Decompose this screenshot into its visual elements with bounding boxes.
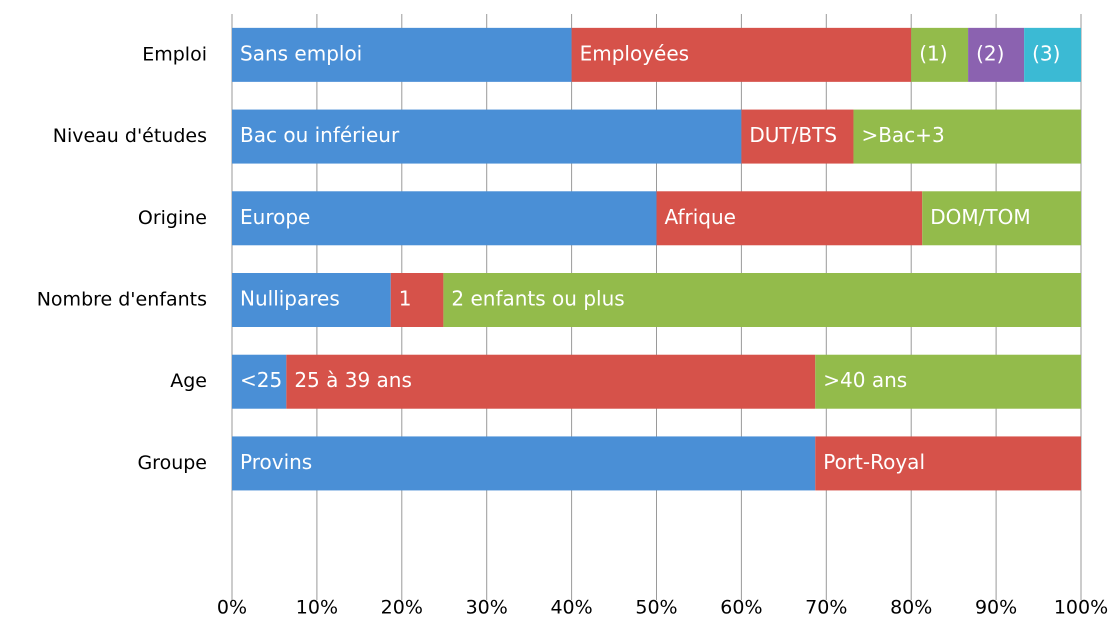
category-label: Niveau d'études [53, 125, 207, 147]
bar-segment [656, 191, 923, 246]
segment-label: 2 enfants ou plus [451, 287, 624, 311]
bar-segment [1024, 27, 1081, 82]
bar-segment [853, 109, 1081, 164]
x-tick-label: 90% [975, 597, 1017, 619]
segment-label: >40 ans [823, 368, 907, 392]
segment-label: (1) [919, 41, 947, 65]
bar-segment [232, 273, 391, 327]
x-tick-label: 70% [805, 597, 847, 619]
bar-segment [232, 109, 742, 164]
segment-label: (3) [1032, 41, 1060, 65]
x-tick-label: 60% [720, 597, 762, 619]
segment-label: >Bac+3 [861, 123, 944, 147]
bar-segment [286, 354, 816, 409]
bar-segment [232, 354, 287, 409]
bar-segment [390, 273, 444, 327]
x-tick-label: 40% [550, 597, 592, 619]
segment-label: <25 [240, 368, 282, 392]
bar-segment [922, 191, 1081, 246]
segment-label: DOM/TOM [930, 205, 1030, 229]
x-tick-label: 50% [635, 597, 677, 619]
segment-label: Europe [240, 205, 310, 229]
category-label: Groupe [137, 452, 207, 474]
bar-segment [911, 27, 969, 82]
segment-label: Port-Royal [823, 450, 925, 474]
segment-label: Bac ou inférieur [240, 123, 400, 147]
segment-label: 25 à 39 ans [294, 368, 412, 392]
segment-label: Employées [580, 41, 689, 65]
segment-label: Afrique [665, 205, 736, 229]
segment-label: Nullipares [240, 287, 340, 311]
category-label: Age [170, 370, 207, 392]
segment-label: Provins [240, 450, 312, 474]
segment-label: Sans emploi [240, 41, 362, 65]
bar-segment [232, 191, 657, 246]
x-tick-label: 100% [1054, 597, 1108, 619]
segment-label: (2) [976, 41, 1004, 65]
bar-segment [968, 27, 1025, 82]
category-label: Nombre d'enfants [37, 289, 207, 311]
bar-segment [571, 27, 912, 82]
x-tick-label: 20% [381, 597, 423, 619]
segment-label: DUT/BTS [749, 123, 837, 147]
category-label: Origine [138, 207, 207, 229]
bar-segment [443, 273, 1081, 327]
segment-label: 1 [399, 287, 412, 311]
x-tick-label: 30% [466, 597, 508, 619]
x-tick-label: 80% [890, 597, 932, 619]
bar-segment [232, 436, 816, 491]
category-label: Emploi [142, 43, 207, 65]
bar-segment [815, 436, 1081, 491]
x-tick-label: 10% [296, 597, 338, 619]
x-tick-label: 0% [217, 597, 247, 619]
bar-segment [232, 27, 572, 82]
bar-segment [741, 109, 854, 164]
bar-segment [815, 354, 1081, 409]
